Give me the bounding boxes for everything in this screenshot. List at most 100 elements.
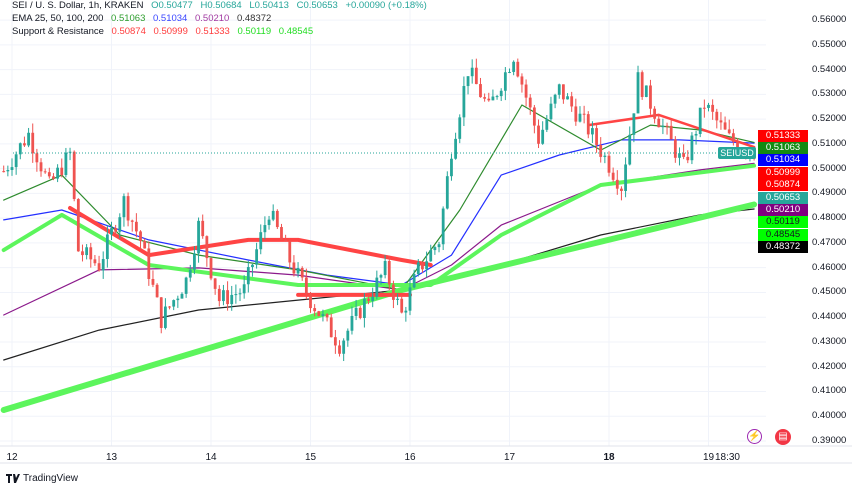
candle-body (317, 311, 321, 316)
candle-body (682, 153, 686, 157)
candle-body (416, 262, 420, 275)
candle-body (6, 169, 10, 172)
symbol-name[interactable]: SEI / U. S. Dollar, 1h, KRAKEN (12, 0, 144, 11)
candle-body (321, 314, 325, 316)
legend-sr-row[interactable]: Support & Resistance 0.50874 0.50999 0.5… (12, 26, 318, 37)
candle-body (628, 134, 632, 165)
candle-body (101, 259, 105, 271)
candle-body (151, 278, 155, 285)
price-tick: 0.41000 (812, 385, 847, 397)
candle-body (574, 106, 578, 122)
candle-body (284, 239, 288, 242)
candle-body (304, 277, 308, 294)
candle-body (275, 210, 279, 228)
candle-body (711, 104, 715, 112)
legend-ema-row[interactable]: EMA 25, 50, 100, 200 0.51063 0.51034 0.5… (12, 13, 276, 24)
ema25-value: 0.51063 (111, 13, 146, 24)
candle-body (483, 97, 487, 99)
candle-body (445, 176, 449, 209)
price-tick: 0.51000 (812, 137, 847, 149)
candle-body (462, 86, 466, 118)
candle-body (159, 297, 163, 328)
candle-body (296, 268, 300, 274)
candle-body (288, 241, 292, 263)
candle-body (715, 111, 719, 121)
candle-body (130, 220, 134, 222)
candle-body (649, 85, 652, 109)
sr-label: Support & Resistance (12, 26, 104, 37)
candle-body (719, 120, 723, 123)
sr-value-2: 0.50999 (153, 26, 188, 37)
time-tick: 16 (404, 452, 416, 463)
candle-body (263, 225, 267, 233)
candle-body (400, 298, 404, 313)
candle-body (68, 151, 72, 153)
candle-body (47, 172, 51, 177)
low-value: L0.50413 (249, 0, 289, 11)
candle-body (105, 234, 109, 260)
price-tick: 0.56000 (812, 14, 847, 26)
time-tick: 15 (304, 452, 317, 463)
time-tick: 18:30 (714, 452, 740, 463)
candle-body (524, 84, 528, 98)
candle-body (259, 232, 263, 250)
candle-body (280, 227, 283, 240)
candle-body (85, 247, 89, 256)
price-tag: 0.50874 (758, 179, 808, 192)
candle-body (545, 119, 549, 130)
ema100-value: 0.50210 (194, 13, 230, 24)
candle-body (412, 274, 416, 288)
candle-body (76, 199, 80, 252)
indicator-lines (0, 104, 758, 413)
candle-body (147, 248, 151, 279)
candle-body (425, 261, 428, 270)
us-flag-icon[interactable]: ▤ (775, 429, 791, 445)
candle-body (450, 158, 453, 177)
candle-body (421, 262, 424, 270)
change-value: +0.00090 (+0.18%) (345, 0, 427, 11)
candle-body (139, 231, 142, 242)
candle-body (404, 310, 408, 313)
candle-body (350, 315, 354, 331)
candle-body (694, 133, 698, 136)
candle-body (653, 108, 657, 119)
candle-body (624, 164, 627, 191)
ema50-value: 0.51034 (153, 13, 188, 24)
candle-body (27, 132, 30, 146)
time-tick: 17 (503, 452, 516, 463)
lightning-icon[interactable]: ⚡ (747, 429, 762, 444)
price-tag: 0.51034 (758, 154, 808, 167)
sr-green-2-line (1, 163, 757, 287)
candle-body (437, 244, 441, 248)
candle-body (35, 153, 39, 163)
symbol-tag: SEIUSD (718, 147, 756, 159)
candle-body (727, 129, 731, 134)
candle-body (474, 67, 478, 85)
candle-body (251, 264, 254, 268)
candles (2, 58, 756, 362)
candle-body (379, 275, 383, 278)
candle-body (615, 179, 619, 189)
candle-body (325, 314, 329, 318)
candle-body (665, 125, 669, 127)
candle-body (686, 156, 690, 161)
candle-body (31, 132, 35, 154)
price-tick: 0.40000 (812, 410, 847, 422)
candle-body (557, 84, 561, 95)
price-tick: 0.47000 (812, 236, 847, 248)
candle-body (537, 125, 540, 144)
candle-body (707, 104, 710, 108)
candle-body (126, 196, 130, 221)
sr-red-1-line (68, 206, 433, 267)
price-tag: 0.51063 (758, 142, 808, 155)
candle-body (230, 294, 234, 305)
candle-body (578, 113, 582, 122)
candle-body (508, 71, 511, 73)
candle-body (313, 308, 317, 312)
candle-body (487, 98, 491, 101)
candle-body (603, 155, 607, 157)
high-value: H0.50684 (200, 0, 242, 11)
tradingview-logo[interactable]: TradingView (6, 473, 78, 484)
candle-body (309, 293, 312, 309)
